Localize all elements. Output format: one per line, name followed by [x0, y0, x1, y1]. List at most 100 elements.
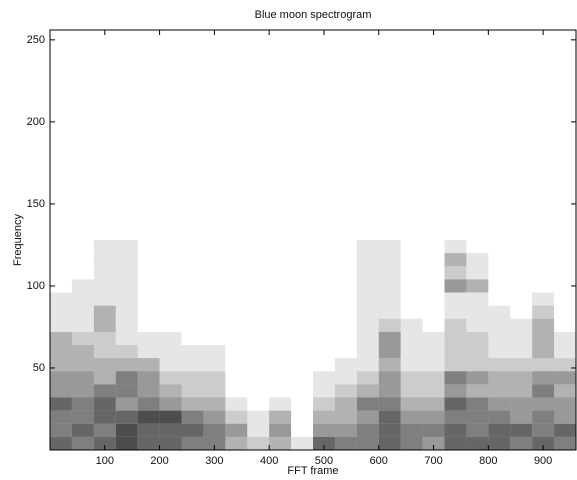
y-tick-label: 250 — [27, 34, 45, 46]
heatmap-cell — [532, 240, 554, 253]
heatmap-cell — [444, 371, 467, 385]
x-tick-label: 300 — [205, 455, 223, 467]
heatmap-cell — [71, 331, 94, 345]
heatmap-cell — [466, 384, 489, 398]
heatmap-cell — [401, 253, 423, 266]
heatmap-cell — [247, 423, 270, 437]
heatmap-cell — [335, 253, 357, 266]
heatmap-cell — [247, 332, 269, 345]
heatmap-cell — [532, 279, 554, 292]
heatmap-cell — [137, 436, 160, 450]
heatmap-cell — [72, 253, 94, 266]
heatmap-cell — [356, 371, 379, 385]
heatmap-cell — [225, 345, 247, 358]
heatmap-cell — [466, 345, 489, 359]
heatmap-cell — [334, 371, 357, 385]
heatmap-cell — [510, 279, 532, 292]
heatmap-cell — [137, 345, 160, 359]
heatmap-cell — [422, 410, 445, 424]
heatmap-cell — [554, 293, 576, 306]
heatmap-cell — [50, 331, 72, 345]
heatmap-cell — [72, 240, 94, 253]
heatmap-cell — [488, 423, 511, 437]
heatmap-cell — [225, 436, 248, 450]
heatmap-cell — [444, 292, 467, 306]
heatmap-cell — [334, 436, 357, 450]
heatmap-cell — [203, 319, 225, 332]
heatmap-cell — [247, 398, 269, 411]
heatmap-cell — [313, 332, 335, 345]
heatmap-cell — [532, 397, 555, 411]
heatmap-cell — [182, 266, 204, 279]
heatmap-cell — [50, 436, 72, 450]
heatmap-cell — [356, 397, 379, 411]
heatmap-cell — [225, 240, 247, 253]
heatmap-cell — [93, 318, 116, 332]
heatmap-cell — [138, 319, 160, 332]
heatmap-cell — [554, 410, 576, 424]
heatmap-cell — [115, 384, 138, 398]
heatmap-cell — [335, 293, 357, 306]
heatmap-cell — [137, 358, 160, 372]
heatmap-cell — [510, 436, 533, 450]
heatmap-cell — [488, 384, 511, 398]
heatmap-cell — [203, 384, 226, 398]
heatmap-cell — [378, 253, 401, 267]
heatmap-cell — [510, 371, 533, 385]
heatmap-cell — [181, 397, 204, 411]
heatmap-cell — [182, 253, 204, 266]
heatmap-cell — [247, 293, 269, 306]
x-tick-label: 900 — [534, 455, 552, 467]
heatmap-cell — [71, 436, 94, 450]
heatmap-cell — [488, 305, 511, 319]
heatmap-cell — [115, 266, 138, 280]
heatmap-cell — [181, 436, 204, 450]
heatmap-cell — [159, 397, 182, 411]
heatmap-cell — [50, 410, 72, 424]
heatmap-cell — [378, 384, 401, 398]
heatmap-cell — [50, 384, 72, 398]
heatmap-cell — [247, 306, 269, 319]
heatmap-cell — [138, 253, 160, 266]
heatmap-cell — [335, 306, 357, 319]
heatmap-cell — [334, 397, 357, 411]
heatmap-cell — [203, 266, 225, 279]
heatmap-cell — [269, 345, 291, 358]
heatmap-cell — [160, 266, 182, 279]
heatmap-cell — [356, 240, 379, 254]
heatmap-cell — [269, 384, 291, 397]
heatmap-cell — [291, 424, 313, 437]
heatmap-cell — [203, 293, 225, 306]
heatmap-cell — [400, 410, 423, 424]
x-tick-label: 200 — [150, 455, 168, 467]
heatmap-cell — [71, 292, 94, 306]
heatmap-cell — [313, 423, 335, 437]
heatmap-cell — [93, 397, 116, 411]
heatmap-cell — [510, 306, 532, 319]
heatmap-cell — [313, 253, 335, 266]
heatmap-cell — [356, 384, 379, 398]
heatmap-cell — [488, 240, 510, 253]
heatmap-cell — [269, 410, 292, 424]
heatmap-cell — [71, 279, 94, 293]
heatmap-cell — [115, 318, 138, 332]
heatmap-cell — [378, 266, 401, 280]
heatmap-cell — [356, 279, 379, 293]
heatmap-cell — [510, 293, 532, 306]
y-tick-label: 150 — [27, 198, 45, 210]
heatmap-cell — [334, 358, 357, 372]
x-tick-label: 800 — [479, 455, 497, 467]
heatmap-cell — [378, 410, 401, 424]
heatmap-cell — [93, 423, 116, 437]
heatmap-cell — [422, 331, 445, 345]
heatmap-cell — [50, 253, 72, 266]
heatmap-cell — [181, 384, 204, 398]
heatmap-cell — [269, 332, 291, 345]
heatmap-cell — [138, 266, 160, 279]
heatmap-cell — [313, 371, 335, 385]
heatmap-cell — [378, 279, 401, 293]
heatmap-cell — [532, 253, 554, 266]
heatmap-cell — [115, 253, 138, 267]
heatmap-cell — [50, 292, 72, 306]
